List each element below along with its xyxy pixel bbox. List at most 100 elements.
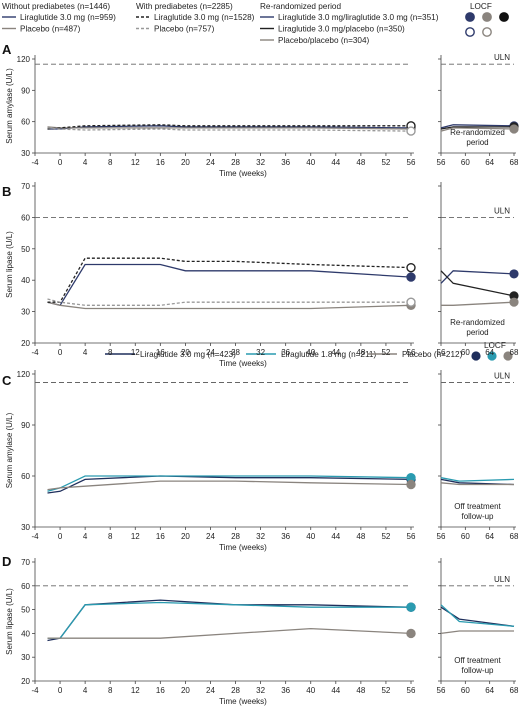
side-note: Off treatment (454, 502, 501, 511)
legend-mid: Liraglutide 3.0 mg (n=423) Liraglutide 1.… (105, 341, 513, 361)
side-x-tick-label: 60 (461, 532, 470, 541)
side-x-tick-label: 68 (510, 532, 519, 541)
x-tick-label: 56 (407, 348, 416, 357)
x-tick-label: 4 (83, 686, 88, 695)
x-tick-label: 12 (131, 158, 140, 167)
y-tick-label: 40 (21, 629, 30, 638)
side-series-line (440, 630, 514, 635)
x-tick-label: 44 (331, 532, 340, 541)
side-series-line (440, 604, 515, 627)
series-line (47, 627, 412, 639)
y-axis-label: Serum amylase (U/L) (5, 68, 14, 144)
x-tick-label: 36 (281, 348, 290, 357)
x-tick-label: 44 (331, 348, 340, 357)
locf-point (406, 602, 416, 612)
legend-top: Without prediabetes (n=1446) Liraglutide … (2, 2, 509, 45)
x-tick-label: 32 (256, 158, 265, 167)
legend-group-title: Re-randomized period (260, 2, 341, 11)
x-tick-label: 56 (407, 158, 416, 167)
panel-letter: A (2, 42, 12, 57)
series-line (47, 301, 412, 310)
locf-point (406, 297, 416, 307)
x-tick-label: 28 (231, 532, 240, 541)
side-x-tick-label: 56 (437, 348, 446, 357)
x-tick-label: 48 (356, 686, 365, 695)
x-tick-label: 48 (356, 348, 365, 357)
x-tick-label: 40 (306, 158, 315, 167)
locf-point (406, 628, 416, 639)
y-tick-label: 30 (21, 523, 30, 532)
x-tick-label: 36 (281, 532, 290, 541)
x-tick-label: 52 (381, 158, 390, 167)
y-tick-label: 90 (21, 421, 30, 430)
locf-point (406, 262, 416, 273)
x-tick-label: 56 (407, 686, 416, 695)
locf-marker (482, 12, 492, 22)
y-tick-label: 30 (21, 149, 30, 158)
locf-marker (465, 12, 475, 22)
x-tick-label: 28 (231, 348, 240, 357)
x-tick-label: 36 (281, 686, 290, 695)
y-axis-label: Serum lipase (U/L) (5, 231, 14, 298)
y-tick-label: 60 (21, 472, 30, 481)
x-tick-label: 0 (58, 532, 63, 541)
side-x-tick-label: 56 (437, 532, 446, 541)
x-tick-label: 16 (156, 348, 165, 357)
y-axis-label: Serum lipase (U/L) (5, 588, 14, 655)
x-tick-label: 44 (331, 158, 340, 167)
side-locf-point (509, 269, 519, 279)
locf-label: LOCF (470, 2, 492, 11)
side-x-tick-label: 68 (510, 348, 519, 357)
x-tick-label: 0 (58, 686, 63, 695)
legend-item-label: Liraglutide 1.8 mg (n=211) (281, 350, 376, 359)
side-note: follow-up (461, 512, 494, 521)
locf-marker (487, 351, 497, 361)
side-series-line (440, 482, 514, 486)
legend-item-label: Placebo (n=757) (154, 25, 215, 34)
x-tick-label: 48 (356, 158, 365, 167)
x-tick-label: -4 (31, 686, 39, 695)
y-tick-label: 30 (21, 308, 30, 317)
side-x-tick-label: 68 (510, 686, 519, 695)
series-line (47, 298, 411, 306)
y-tick-label: 60 (21, 213, 30, 222)
side-x-tick-label: 64 (485, 532, 494, 541)
x-tick-label: 52 (381, 686, 390, 695)
x-tick-label: 0 (58, 158, 63, 167)
y-tick-label: 90 (21, 86, 30, 95)
x-tick-label: 24 (206, 348, 215, 357)
y-tick-label: 60 (21, 582, 30, 591)
y-tick-label: 40 (21, 276, 30, 285)
legend-item-label: Liraglutide 3.0 mg (n=423) (140, 350, 236, 359)
locf-point (406, 479, 416, 490)
legend-item-label: Liraglutide 3.0 mg (n=959) (20, 13, 116, 22)
x-tick-label: 8 (108, 532, 113, 541)
side-series-line (440, 270, 515, 284)
side-locf-point (509, 297, 519, 307)
x-tick-label: 20 (181, 532, 190, 541)
side-x-tick-label: 64 (485, 686, 494, 695)
series-line (47, 263, 412, 307)
side-locf-point (509, 124, 519, 134)
x-tick-label: 48 (356, 532, 365, 541)
side-note: Re-randomized (450, 128, 505, 137)
x-tick-label: 56 (407, 532, 416, 541)
x-tick-label: 40 (306, 532, 315, 541)
x-tick-label: 20 (181, 158, 190, 167)
panel-letter: D (2, 554, 11, 569)
locf-label: LOCF (484, 341, 506, 350)
uln-label: ULN (494, 575, 510, 584)
side-x-tick-label: 60 (461, 158, 470, 167)
x-axis-label: Time (weeks) (219, 359, 267, 368)
legend-item-label: Placebo (n=487) (20, 25, 81, 34)
x-tick-label: 52 (381, 532, 390, 541)
x-tick-label: 8 (108, 686, 113, 695)
legend-item-label: Liraglutide 3.0 mg/liraglutide 3.0 mg (n… (278, 13, 439, 22)
y-tick-label: 20 (21, 677, 30, 686)
series-line (47, 480, 412, 491)
legend-group-title: Without prediabetes (n=1446) (2, 2, 110, 11)
